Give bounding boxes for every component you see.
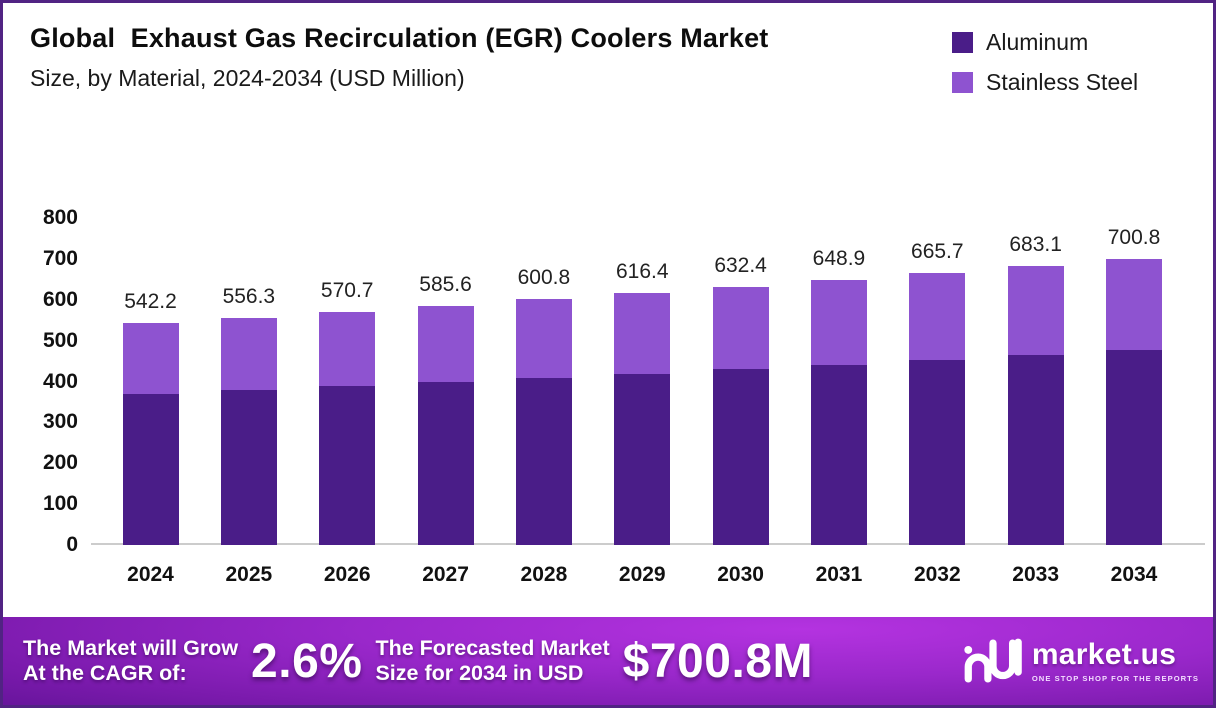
y-axis-tick-0: 0 (66, 533, 78, 556)
segment-aluminum-2025 (220, 390, 277, 545)
x-axis-label-2030: 2030 (717, 563, 764, 586)
x-axis-label-2034: 2034 (1110, 563, 1158, 586)
y-axis-tick-100: 100 (42, 492, 78, 516)
segment-aluminum-2028 (515, 378, 572, 545)
bar-2025 (220, 317, 277, 545)
segment-stainless-steel-2034 (1106, 258, 1162, 351)
y-axis-tick-400: 400 (42, 369, 78, 393)
y-axis-tick-800: 800 (42, 206, 78, 229)
segment-aluminum-2024 (122, 394, 179, 545)
page-title: Global Exhaust Gas Recirculation (EGR) C… (30, 23, 769, 53)
total-label-2029: 616.4 (615, 260, 669, 284)
page-subtitle: Size, by Material, 2024-2034 (USD Millio… (30, 65, 465, 91)
segment-aluminum-2029 (614, 373, 671, 545)
total-label-2031: 648.9 (812, 246, 866, 270)
segment-stainless-steel-2028 (515, 299, 572, 379)
segment-aluminum-2033 (1007, 355, 1064, 545)
bar-2024 (122, 323, 179, 545)
segment-aluminum-2032 (909, 359, 966, 545)
legend-item-aluminum: Aluminum (952, 29, 1138, 56)
bar-2034 (1106, 258, 1162, 545)
x-axis-label-2033: 2033 (1012, 563, 1059, 586)
marketus-logo-tagline: ONE STOP SHOP FOR THE REPORTS (1031, 673, 1199, 683)
segment-aluminum-2026 (319, 386, 376, 545)
segment-stainless-steel-2032 (909, 272, 966, 360)
marketus-logo: market.us ONE STOP SHOP FOR THE REPORTS (964, 636, 1199, 686)
total-label-2024: 542.2 (124, 290, 177, 314)
forecast-caption-line2: Size for 2034 in USD (375, 661, 584, 685)
y-axis-tick-200: 200 (42, 451, 78, 475)
cagr-caption-line2: At the CAGR of: (23, 661, 187, 685)
bar-2032 (909, 272, 966, 545)
x-axis-label-2027: 2027 (422, 563, 469, 586)
segment-stainless-steel-2031 (810, 279, 867, 365)
total-label-2034: 700.8 (1107, 225, 1161, 249)
segment-stainless-steel-2030 (712, 286, 769, 370)
y-axis-tick-600: 600 (42, 287, 78, 311)
cagr-value: 2.6% (251, 634, 363, 688)
total-label-2027: 585.6 (419, 272, 472, 296)
cagr-caption-line1: The Market will Grow (23, 636, 239, 661)
x-axis-label-2029: 2029 (618, 563, 666, 586)
marketus-logo-text: market.us ONE STOP SHOP FOR THE REPORTS (1031, 637, 1199, 683)
bar-2033 (1007, 265, 1064, 545)
bar-2027 (417, 305, 474, 545)
segment-aluminum-2031 (810, 364, 867, 545)
y-axis-tick-500: 500 (42, 328, 78, 352)
x-axis-label-2025: 2025 (225, 563, 273, 586)
x-axis-label-2028: 2028 (520, 563, 568, 586)
aluminum-swatch-icon (952, 32, 973, 53)
forecast-value: $700.8M (622, 634, 813, 688)
legend-item-stainless-steel: Stainless Steel (952, 69, 1138, 96)
segment-aluminum-2027 (417, 382, 474, 545)
y-axis-tick-700: 700 (42, 246, 78, 270)
marketus-logo-name: market.us (1031, 637, 1177, 671)
total-label-2032: 665.7 (911, 239, 964, 263)
x-axis-label-2026: 2026 (323, 563, 371, 586)
x-axis-label-2024: 2024 (127, 563, 174, 586)
marketus-logo-icon (964, 638, 1022, 683)
segment-stainless-steel-2033 (1007, 265, 1064, 356)
segment-stainless-steel-2027 (417, 305, 474, 383)
segment-stainless-steel-2024 (122, 323, 179, 395)
stainless-steel-swatch-icon (952, 72, 973, 93)
x-axis-label-2031: 2031 (815, 563, 863, 586)
segment-aluminum-2030 (712, 369, 769, 545)
y-axis-tick-300: 300 (42, 410, 78, 434)
segment-stainless-steel-2029 (614, 293, 671, 374)
legend-label-stainless-steel: Stainless Steel (986, 69, 1139, 95)
bar-2030 (712, 286, 769, 545)
forecast-caption: The Forecasted Market Size for 2034 in U… (375, 636, 609, 685)
bar-2029 (614, 293, 671, 545)
forecast-caption-line1: The Forecasted Market (375, 636, 610, 661)
footer-banner: The Market will Grow At the CAGR of: 2.6… (3, 617, 1213, 705)
x-axis-label-2032: 2032 (913, 563, 961, 586)
total-label-2033: 683.1 (1009, 232, 1062, 256)
total-label-2026: 570.7 (320, 278, 374, 302)
segment-stainless-steel-2026 (319, 311, 376, 387)
bar-2031 (810, 279, 867, 545)
legend: Aluminum Stainless Steel (952, 29, 1138, 109)
total-label-2025: 556.3 (222, 284, 276, 308)
total-label-2028: 600.8 (517, 266, 571, 290)
plot-area: 0 100 200 300 400 500 600 700 800 542.2 2024 556.3 2… (3, 3, 1213, 617)
cagr-caption: The Market will Grow At the CAGR of: (23, 636, 238, 685)
bar-2028 (515, 299, 572, 545)
bar-2026 (319, 311, 376, 545)
segment-aluminum-2034 (1106, 350, 1162, 545)
total-label-2030: 632.4 (714, 253, 767, 277)
segment-stainless-steel-2025 (220, 317, 277, 391)
legend-label-aluminum: Aluminum (986, 29, 1089, 55)
